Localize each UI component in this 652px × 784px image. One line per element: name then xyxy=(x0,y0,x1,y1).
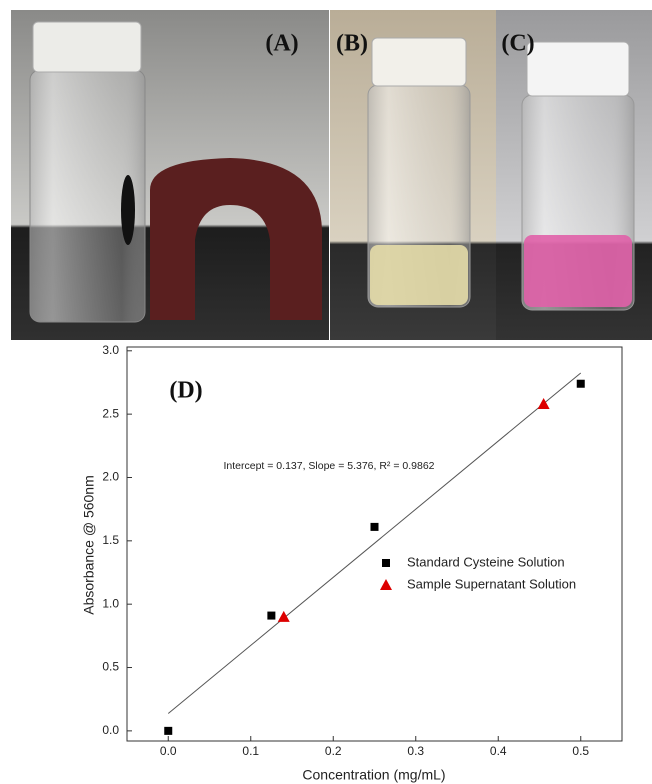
x-axis-title: Concentration (mg/mL) xyxy=(302,767,445,783)
legend-marker xyxy=(382,559,390,567)
x-tick-label: 0.0 xyxy=(160,744,177,758)
y-tick-label: 0.5 xyxy=(102,660,119,674)
liquid xyxy=(524,235,632,307)
point xyxy=(577,380,585,388)
y-tick-label: 3.0 xyxy=(102,343,119,357)
particles xyxy=(121,175,135,245)
fit-line xyxy=(168,373,581,714)
point xyxy=(164,727,172,735)
annotation: Intercept = 0.137, Slope = 5.376, R² = 0… xyxy=(223,460,434,472)
figure: (A) (B) (C) (D) Intercept = 0.137, Slope… xyxy=(0,0,652,784)
photos: (A) (B) (C) xyxy=(11,10,652,340)
x-tick-label: 0.1 xyxy=(242,744,259,758)
y-tick-label: 1.5 xyxy=(102,533,119,547)
legend-marker xyxy=(380,579,392,590)
x-tick-label: 0.5 xyxy=(572,744,589,758)
cap xyxy=(33,22,141,72)
panel-label: (B) xyxy=(336,31,368,57)
point xyxy=(371,523,379,531)
legend-label: Sample Supernatant Solution xyxy=(407,576,576,591)
cap xyxy=(527,42,629,96)
panel-label: (C) xyxy=(501,31,534,57)
y-tick-label: 0.0 xyxy=(102,723,119,737)
x-tick-label: 0.3 xyxy=(407,744,424,758)
x-tick-label: 0.4 xyxy=(490,744,507,758)
panel-label: (A) xyxy=(265,31,298,57)
liquid xyxy=(370,245,468,305)
legend-label: Standard Cysteine Solution xyxy=(407,554,565,569)
point xyxy=(278,611,290,622)
y-tick-label: 1.0 xyxy=(102,596,119,610)
point xyxy=(267,612,275,620)
y-tick-label: 2.5 xyxy=(102,406,119,420)
panel-label: (D) xyxy=(169,378,202,404)
y-tick-label: 2.0 xyxy=(102,470,119,484)
cap xyxy=(372,38,466,86)
x-tick-label: 0.2 xyxy=(325,744,342,758)
y-axis-title: Absorbance @ 560nm xyxy=(81,475,97,615)
